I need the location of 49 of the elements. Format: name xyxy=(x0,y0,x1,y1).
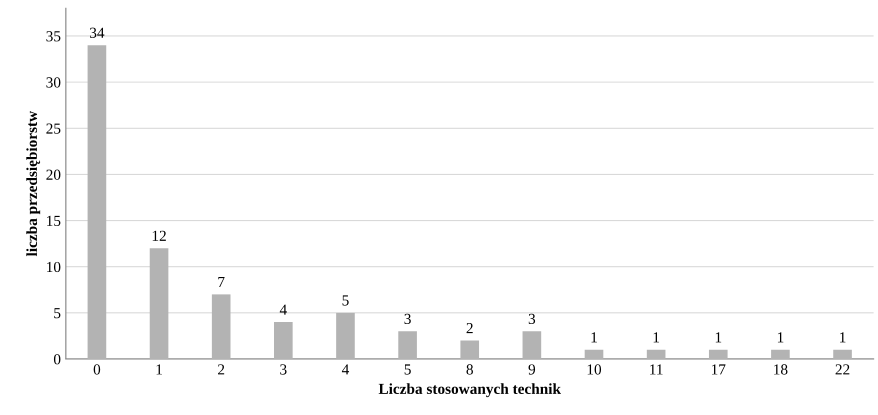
bar xyxy=(212,294,231,359)
x-tick-label: 17 xyxy=(712,364,726,374)
data-label: 5 xyxy=(342,295,349,306)
data-label: 1 xyxy=(716,332,722,342)
y-tick-label: 30 xyxy=(46,77,60,88)
bar xyxy=(771,350,790,359)
data-label: 7 xyxy=(218,276,225,287)
bar xyxy=(150,248,168,359)
y-tick-label: 35 xyxy=(46,31,60,42)
data-label: 1 xyxy=(840,332,846,342)
data-label: 1 xyxy=(654,332,660,342)
x-axis-title: Liczba stosowanych technik xyxy=(378,383,561,398)
bar xyxy=(274,322,293,359)
y-axis-title: liczba przedsiębiorstw xyxy=(26,110,40,256)
y-tick-label: 15 xyxy=(47,216,60,226)
x-tick-label: 18 xyxy=(774,364,788,375)
data-label: 34 xyxy=(90,28,104,38)
bar xyxy=(460,340,480,359)
x-tick-label: 2 xyxy=(218,364,224,374)
bar xyxy=(584,350,604,359)
x-tick-label: 9 xyxy=(528,364,536,375)
x-tick-label: 0 xyxy=(94,364,100,375)
y-tick-label: 5 xyxy=(54,308,60,318)
x-tick-label: 22 xyxy=(836,364,850,374)
x-tick-label: 10 xyxy=(588,364,602,375)
data-label: 1 xyxy=(778,332,784,342)
bar xyxy=(833,350,852,359)
x-tick-label: 8 xyxy=(466,364,473,375)
data-label: 4 xyxy=(280,304,287,315)
x-tick-label: 4 xyxy=(342,364,350,374)
data-label: 12 xyxy=(152,230,166,241)
x-tick-label: 1 xyxy=(156,364,162,374)
data-label: 2 xyxy=(466,322,473,334)
bar xyxy=(708,350,728,359)
bar xyxy=(336,312,355,359)
y-tick-label: 10 xyxy=(47,262,60,272)
x-tick-label: 3 xyxy=(280,364,287,375)
y-tick-label: 20 xyxy=(46,170,60,180)
bar xyxy=(88,45,106,359)
y-tick-label: 0 xyxy=(54,354,60,364)
x-tick-label: 5 xyxy=(404,364,411,375)
bar xyxy=(522,331,542,359)
x-tick-label: 11 xyxy=(650,364,663,374)
data-label: 1 xyxy=(592,332,597,342)
bar xyxy=(398,331,417,359)
data-label: 3 xyxy=(528,314,536,324)
data-label: 3 xyxy=(404,314,411,324)
bar xyxy=(646,350,666,359)
y-tick-label: 25 xyxy=(46,123,60,134)
